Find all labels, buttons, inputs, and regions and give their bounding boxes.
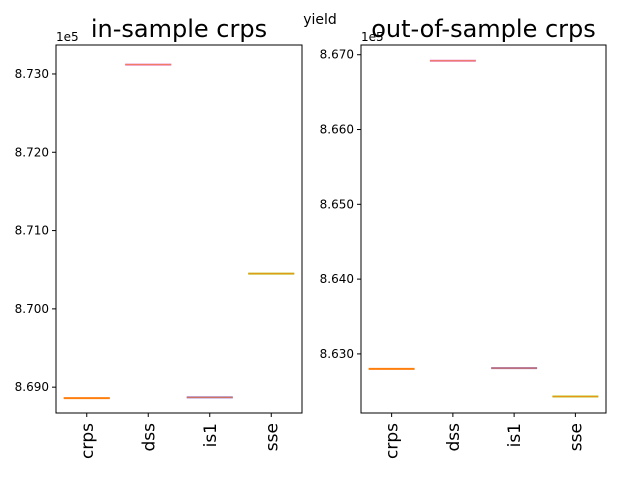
y-tick-label: 8.690 bbox=[15, 380, 49, 394]
y-tick-label: 8.660 bbox=[320, 123, 354, 137]
axes-frame bbox=[55, 44, 303, 414]
panel-title: out-of-sample crps bbox=[371, 15, 596, 43]
y-offset-text: 1e5 bbox=[361, 30, 384, 44]
y-offset-text: 1e5 bbox=[56, 30, 79, 44]
chart-panel-1: in-sample crps 1e5 8.690 8.700 8.710 8.720 8.7… bbox=[15, 15, 303, 459]
x-tick-label: is1 bbox=[201, 423, 221, 447]
y-tick-label: 8.650 bbox=[320, 197, 354, 211]
y-tick-label: 8.640 bbox=[320, 272, 354, 286]
x-tick-label: crps bbox=[383, 423, 403, 459]
x-tick-label: dss bbox=[139, 423, 159, 452]
panel-title: in-sample crps bbox=[91, 15, 267, 43]
y-tick-label: 8.700 bbox=[15, 302, 49, 316]
figure-suptitle: yield bbox=[303, 12, 337, 28]
y-tick-label: 8.710 bbox=[15, 224, 49, 238]
x-tick-label: sse bbox=[262, 423, 282, 451]
y-tick-label: 8.630 bbox=[320, 347, 354, 361]
x-tick-label: is1 bbox=[505, 423, 525, 447]
x-tick-label: dss bbox=[444, 423, 464, 452]
x-tick-label: crps bbox=[78, 423, 98, 459]
axes-frame bbox=[360, 44, 607, 414]
y-tick-label: 8.720 bbox=[15, 145, 49, 159]
y-tick-label: 8.670 bbox=[320, 48, 354, 62]
x-tick-label: sse bbox=[566, 423, 586, 451]
y-tick-label: 8.730 bbox=[15, 67, 49, 81]
